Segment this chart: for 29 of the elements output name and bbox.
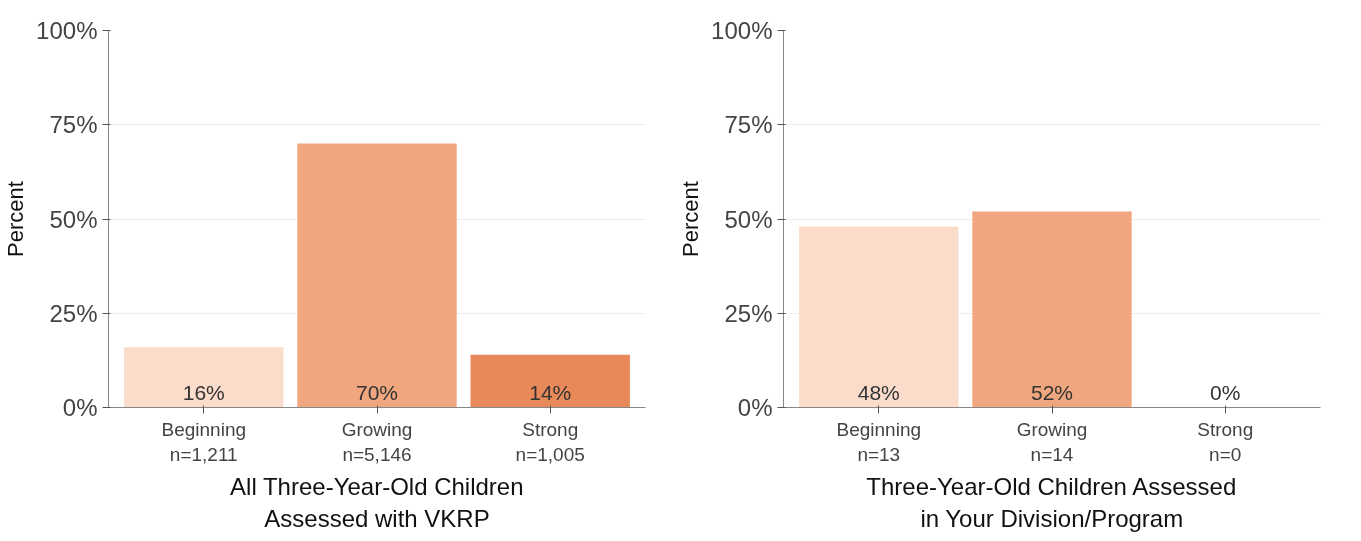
data-label: 70% [355, 380, 399, 404]
y-tick-label: 100% [711, 17, 773, 44]
x-tick-label: Growing n=14 [1016, 418, 1088, 465]
data-label: 16% [182, 380, 225, 404]
data-label: 0% [1210, 380, 1241, 404]
bar [124, 347, 284, 408]
x-axis-title: All Three-Year-Old Children Assessed with VKRP [230, 472, 524, 533]
x-tick-label: Growing n=5,146 [341, 418, 413, 465]
x-tick-label: Beginning n=1,211 [161, 418, 247, 465]
bar [470, 354, 630, 408]
y-tick-label: 0% [737, 394, 773, 421]
y-tick-label: 75% [49, 111, 98, 139]
x-tick-label: Strong n=0 [1197, 418, 1254, 465]
bar [297, 143, 457, 408]
y-tick-label: 25% [724, 299, 773, 327]
y-tick-label: 0% [62, 394, 98, 421]
data-label: 52% [1030, 380, 1074, 404]
x-axis-title: Three-Year-Old Children Assessed in Your Division/Program [866, 472, 1237, 533]
y-tick-label: 100% [36, 17, 98, 44]
y-tick-label: 75% [724, 111, 773, 139]
y-tick-label: 25% [49, 299, 98, 327]
x-tick-label: Beginning n=13 [836, 418, 922, 465]
y-axis-title: Percent [3, 181, 29, 257]
data-label: 48% [857, 380, 900, 404]
data-label: 14% [529, 380, 572, 404]
y-axis-title: Percent [678, 181, 704, 257]
x-tick-label: Strong n=1,005 [515, 418, 585, 465]
y-tick-label: 50% [49, 205, 98, 233]
y-tick-label: 50% [724, 205, 773, 233]
